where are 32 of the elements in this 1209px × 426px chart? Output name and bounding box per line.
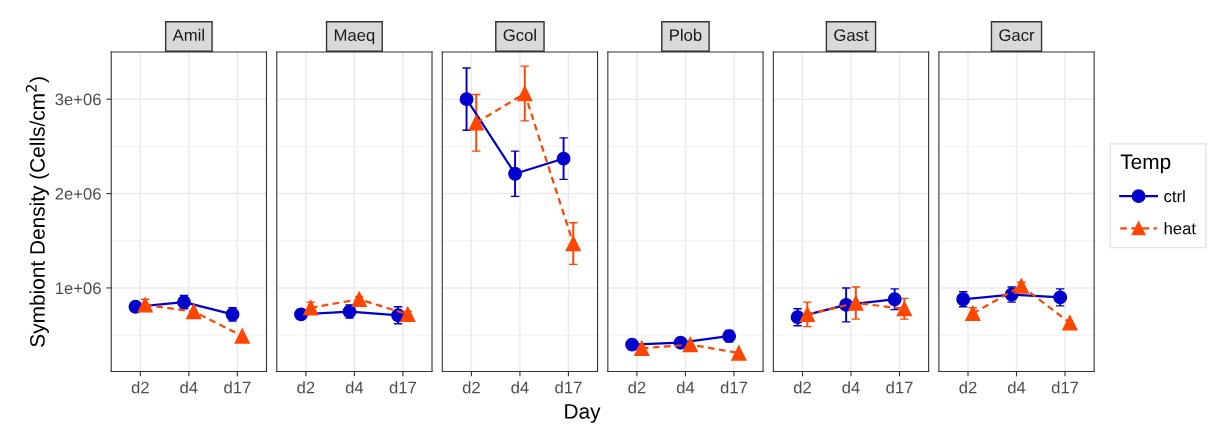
x-tick-label: d2 [628,381,646,394]
y-tick-label: 3e+06 [55,93,101,106]
y-axis-title: Symbiont Density (Cells/cm$^{2}$) [25,77,49,347]
x-tick-label: d4 [842,381,860,394]
x-tick-label: d4 [676,381,695,394]
x-axis-title: Day [565,404,601,423]
x-tick-label: d17 [720,381,748,394]
legend-label: heat [1164,222,1196,235]
chart-title: Gacr [999,29,1035,42]
x-tick-label: d4 [345,381,364,394]
x-tick-label: d17 [1051,381,1079,394]
x-tick-label: d2 [793,381,811,394]
chart-title: Gcol [503,28,536,42]
x-tick-label: d17 [389,381,416,394]
chart-title: Maeq [334,29,375,45]
legend-title: Temp [1120,154,1171,174]
chart-title: Gast [834,29,869,42]
x-tick-label: d4 [1007,381,1026,394]
x-tick-label: d2 [131,381,149,394]
x-tick-label: d4 [511,381,529,394]
x-tick-label: d2 [959,381,977,394]
y-tick-label: 1e+06 [55,282,101,295]
chart-title: Amil [172,28,204,41]
y-tick-label: 2e+06 [55,187,101,200]
x-tick-label: d17 [886,381,913,394]
legend-label: ctrl [1164,189,1185,203]
x-tick-label: d2 [297,381,315,394]
x-tick-label: d17 [224,381,251,394]
x-tick-label: d17 [555,381,582,394]
chart-title: Plob [670,28,702,42]
x-tick-label: d2 [462,381,480,394]
x-tick-label: d4 [180,381,198,394]
